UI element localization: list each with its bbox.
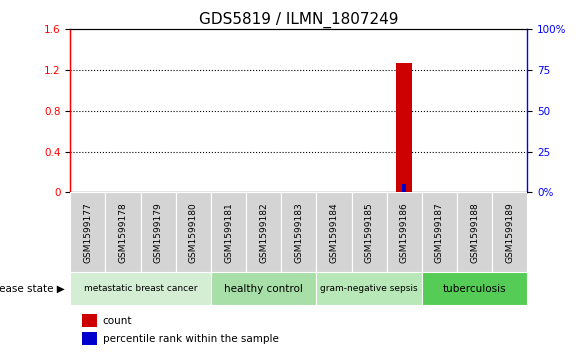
Text: GSM1599188: GSM1599188 <box>470 202 479 263</box>
FancyBboxPatch shape <box>492 192 527 272</box>
FancyBboxPatch shape <box>70 192 105 272</box>
FancyBboxPatch shape <box>176 192 211 272</box>
FancyBboxPatch shape <box>352 192 387 272</box>
FancyBboxPatch shape <box>281 192 316 272</box>
Text: GSM1599178: GSM1599178 <box>118 202 128 263</box>
Text: GSM1599187: GSM1599187 <box>435 202 444 263</box>
Text: GSM1599185: GSM1599185 <box>364 202 374 263</box>
Bar <box>82 332 97 345</box>
Text: GSM1599177: GSM1599177 <box>83 202 93 263</box>
Text: disease state ▶: disease state ▶ <box>0 284 64 294</box>
FancyBboxPatch shape <box>457 192 492 272</box>
FancyBboxPatch shape <box>387 192 422 272</box>
Text: GSM1599180: GSM1599180 <box>189 202 198 263</box>
Title: GDS5819 / ILMN_1807249: GDS5819 / ILMN_1807249 <box>199 12 398 28</box>
FancyBboxPatch shape <box>141 192 176 272</box>
Text: tuberculosis: tuberculosis <box>443 284 506 294</box>
Bar <box>397 63 413 192</box>
FancyBboxPatch shape <box>422 192 457 272</box>
Text: metastatic breast cancer: metastatic breast cancer <box>84 284 197 293</box>
FancyBboxPatch shape <box>422 272 527 305</box>
Text: count: count <box>103 315 132 326</box>
FancyBboxPatch shape <box>211 192 246 272</box>
Text: percentile rank within the sample: percentile rank within the sample <box>103 334 278 344</box>
Text: GSM1599182: GSM1599182 <box>259 202 268 263</box>
FancyBboxPatch shape <box>316 192 352 272</box>
Text: GSM1599183: GSM1599183 <box>294 202 304 263</box>
FancyBboxPatch shape <box>316 272 422 305</box>
Text: healthy control: healthy control <box>224 284 303 294</box>
FancyBboxPatch shape <box>211 272 316 305</box>
FancyBboxPatch shape <box>70 272 211 305</box>
Text: GSM1599181: GSM1599181 <box>224 202 233 263</box>
Text: GSM1599189: GSM1599189 <box>505 202 515 263</box>
Text: gram-negative sepsis: gram-negative sepsis <box>321 284 418 293</box>
Text: GSM1599179: GSM1599179 <box>154 202 163 263</box>
Text: GSM1599184: GSM1599184 <box>329 202 339 263</box>
FancyBboxPatch shape <box>246 192 281 272</box>
Text: GSM1599186: GSM1599186 <box>400 202 409 263</box>
FancyBboxPatch shape <box>105 192 141 272</box>
Bar <box>82 314 97 327</box>
Bar <box>403 184 406 192</box>
